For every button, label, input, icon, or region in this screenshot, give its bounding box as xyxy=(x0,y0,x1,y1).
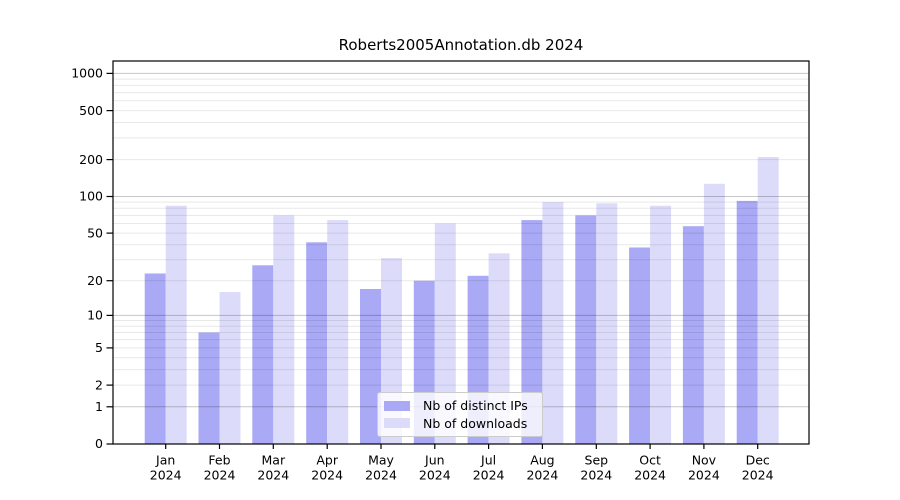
svg-text:2024: 2024 xyxy=(473,468,505,483)
svg-text:20: 20 xyxy=(87,273,103,288)
chart-title: Roberts2005Annotation.db 2024 xyxy=(338,36,584,54)
legend-item-distinct-ips: Nb of distinct IPs xyxy=(384,397,536,415)
svg-text:Jan: Jan xyxy=(155,453,175,468)
legend-swatch-downloads-icon xyxy=(384,418,410,429)
svg-text:Aug: Aug xyxy=(530,453,554,468)
svg-text:2024: 2024 xyxy=(634,468,666,483)
svg-text:2024: 2024 xyxy=(204,468,236,483)
legend-item-downloads: Nb of downloads xyxy=(384,415,536,433)
svg-text:5: 5 xyxy=(95,340,103,355)
svg-text:1: 1 xyxy=(95,399,103,414)
svg-text:2024: 2024 xyxy=(257,468,289,483)
svg-text:2024: 2024 xyxy=(365,468,397,483)
svg-text:100: 100 xyxy=(79,189,103,204)
svg-text:2024: 2024 xyxy=(688,468,720,483)
svg-text:2024: 2024 xyxy=(580,468,612,483)
svg-text:2024: 2024 xyxy=(526,468,558,483)
svg-text:2024: 2024 xyxy=(311,468,343,483)
legend-label-downloads: Nb of downloads xyxy=(423,415,528,431)
svg-text:Jun: Jun xyxy=(424,453,445,468)
svg-text:10: 10 xyxy=(87,308,103,323)
svg-text:Feb: Feb xyxy=(208,453,230,468)
svg-text:Apr: Apr xyxy=(316,453,338,468)
svg-text:May: May xyxy=(368,453,394,468)
legend-swatch-distinct-ips-icon xyxy=(384,400,410,411)
svg-text:200: 200 xyxy=(79,152,103,167)
svg-text:0: 0 xyxy=(95,436,103,451)
svg-text:2024: 2024 xyxy=(419,468,451,483)
legend: Nb of distinct IPs Nb of downloads xyxy=(377,392,543,437)
svg-text:Sep: Sep xyxy=(585,453,609,468)
legend-label-distinct-ips: Nb of distinct IPs xyxy=(423,398,528,414)
svg-text:1000: 1000 xyxy=(71,66,103,81)
svg-text:Jul: Jul xyxy=(480,453,496,468)
svg-text:Oct: Oct xyxy=(639,453,661,468)
svg-text:2: 2 xyxy=(95,377,103,392)
svg-text:Mar: Mar xyxy=(262,453,286,468)
svg-text:Nov: Nov xyxy=(692,453,717,468)
svg-text:500: 500 xyxy=(79,103,103,118)
svg-text:2024: 2024 xyxy=(150,468,182,483)
svg-text:50: 50 xyxy=(87,225,103,240)
svg-text:Dec: Dec xyxy=(746,453,770,468)
svg-text:2024: 2024 xyxy=(742,468,774,483)
